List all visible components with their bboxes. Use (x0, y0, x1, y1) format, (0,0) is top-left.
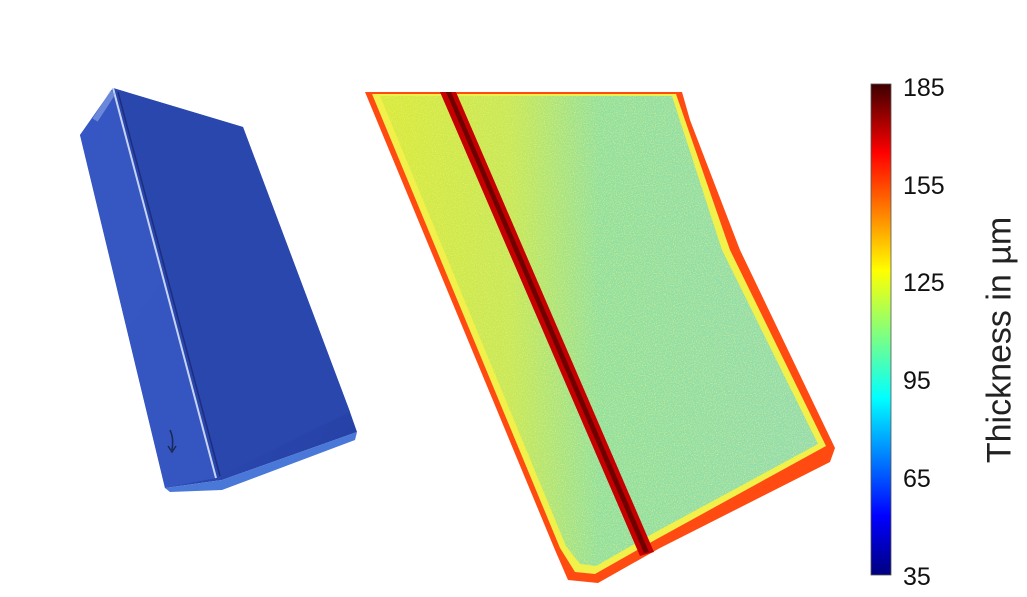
colorbar (870, 83, 892, 576)
colorbar-label: Thickness in µm (980, 216, 1019, 464)
colorbar-tick: 185 (903, 74, 945, 102)
handwritten-mark (167, 429, 177, 454)
colorbar-tick: 35 (903, 563, 931, 591)
object-photo (80, 87, 357, 492)
thickness-map (365, 92, 835, 583)
colorbar-tick: 95 (903, 367, 931, 395)
colorbar-tick: 125 (903, 269, 945, 297)
colorbar-tick: 65 (903, 465, 931, 493)
colorbar-tick: 155 (903, 172, 945, 200)
